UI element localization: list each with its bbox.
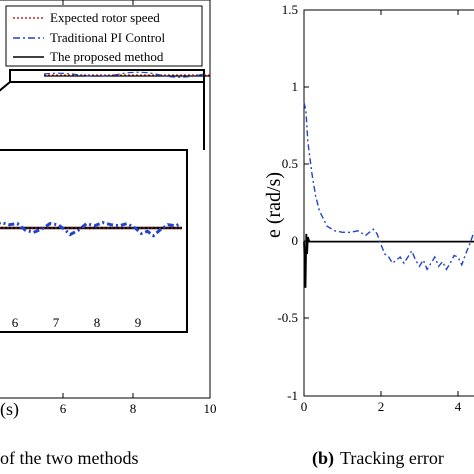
right-x-tick-label: 4 — [455, 399, 462, 414]
right-y-axis-label: e (rad/s) — [263, 172, 285, 238]
zoom-connector-left — [0, 81, 11, 92]
right-y-tick-label: 0 — [292, 233, 299, 248]
right-y-ticks: 1.5 1 0.5 0 -0.5 -1 — [277, 2, 309, 403]
left-panel: Expected rotor speed Traditional PI Cont… — [0, 0, 217, 468]
left-axes-frame — [0, 0, 211, 399]
left-x-axis-label: (s) — [0, 399, 19, 420]
legend: Expected rotor speed Traditional PI Cont… — [5, 5, 203, 67]
right-panel: 1.5 1 0.5 0 -0.5 -1 0 2 4 e (rad/s) (b) — [263, 2, 474, 469]
right-y-tick-label: 1 — [292, 79, 299, 94]
left-x-tick-label: 8 — [130, 401, 137, 416]
inset-tick-label: 6 — [12, 315, 19, 330]
main-traditional-line — [43, 71, 205, 78]
legend-label-expected: Expected rotor speed — [50, 10, 160, 25]
right-y-tick-label: 1.5 — [282, 2, 298, 17]
left-x-tick-label: 10 — [204, 401, 217, 416]
right-y-tick-label: 0.5 — [282, 156, 298, 171]
right-x-tick-label: 0 — [301, 399, 308, 414]
inset-traditional-line — [0, 220, 181, 238]
inset-tick-label: 8 — [94, 315, 101, 330]
right-caption-text: Tracking error — [340, 448, 444, 468]
left-x-tick-label: 6 — [60, 401, 67, 416]
inset-tick-label: 9 — [135, 315, 142, 330]
left-x-ticks: 6 8 10 — [60, 0, 217, 416]
inset-tick-label: 7 — [53, 315, 60, 330]
inset-frame — [0, 149, 188, 333]
right-caption: (b) Tracking error — [312, 448, 444, 469]
right-x-ticks: 0 2 4 — [301, 10, 462, 414]
right-caption-label: (b) — [312, 448, 334, 469]
right-x-tick-label: 2 — [378, 399, 385, 414]
legend-label-traditional: Traditional PI Control — [50, 30, 165, 45]
right-traditional-line — [303, 102, 474, 271]
right-proposed-line — [303, 233, 474, 288]
right-y-tick-label: -0.5 — [277, 310, 298, 325]
legend-label-proposed: The proposed method — [50, 49, 164, 64]
inset-x-ticks: 6 7 8 9 — [12, 315, 142, 330]
legend-box — [5, 5, 203, 67]
left-caption: of the two methods — [0, 448, 138, 468]
right-axes-frame — [303, 9, 474, 397]
right-y-tick-label: -1 — [287, 388, 298, 403]
